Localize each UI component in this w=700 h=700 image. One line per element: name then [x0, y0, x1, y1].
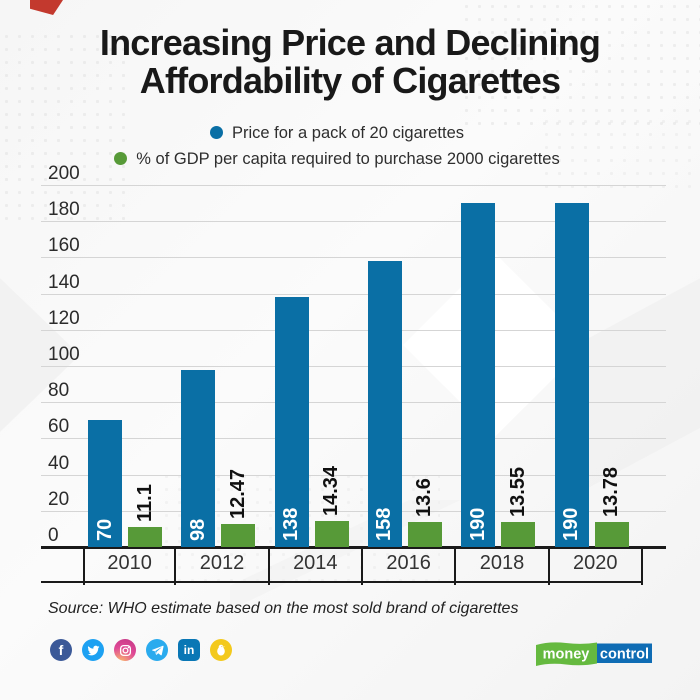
price-bar: [554, 203, 589, 547]
chart-legend: Price for a pack of 20 cigarettes % of G…: [0, 120, 700, 172]
year-cell: 2012: [176, 547, 270, 585]
y-axis-label: 120: [48, 307, 80, 329]
price-bar: [88, 420, 122, 547]
koo-icon[interactable]: [210, 639, 232, 661]
telegram-icon[interactable]: [146, 639, 168, 661]
bar-value-label: 13.55: [506, 467, 529, 518]
bar-value-label: 70: [93, 518, 116, 541]
y-axis-label: 0: [48, 525, 59, 546]
gridline: [41, 185, 666, 186]
social-icons-row: f in: [50, 639, 232, 661]
moneycontrol-logo[interactable]: money control: [536, 640, 652, 667]
gdp-bar: [314, 521, 349, 547]
gdp-bar: [221, 524, 256, 547]
bar-value-label: 13.78: [600, 466, 623, 518]
bar-value-label: 138: [280, 507, 303, 541]
y-axis-label: 200: [48, 163, 80, 184]
koo-bird: [217, 644, 226, 656]
title-line-1: Increasing Price and Declining: [99, 22, 601, 63]
x-axis-line: [41, 545, 666, 549]
x-axis-row-border: [41, 581, 643, 583]
page-title: Increasing Price and Declining Affordabi…: [0, 24, 700, 100]
gridline: [41, 510, 666, 512]
bar-value-label: 11.1: [133, 484, 156, 522]
twitter-icon[interactable]: [82, 639, 104, 661]
gridline: [41, 366, 666, 367]
year-cell: 2016: [363, 547, 457, 585]
y-axis-label: 60: [48, 416, 70, 438]
price-bar: [461, 203, 496, 547]
legend-item-price: Price for a pack of 20 cigarettes: [0, 120, 674, 146]
bar-value-label: 14.34: [320, 465, 343, 517]
bar-value-label: 12.47: [226, 469, 249, 520]
y-axis-label: 40: [48, 452, 70, 474]
bar-value-label: 13.6: [413, 478, 436, 518]
telegram-plane: [151, 645, 164, 655]
gridline: [41, 474, 666, 476]
price-bar: [181, 369, 216, 547]
gridline: [41, 438, 666, 440]
gridline: [41, 402, 666, 404]
year-cell: 2014: [270, 547, 363, 585]
gdp-bar: [501, 522, 536, 547]
gdp-bar: [407, 522, 442, 547]
logo-control-text: control: [600, 647, 649, 663]
instagram-camera: [119, 644, 131, 656]
y-axis-label: 20: [48, 488, 70, 510]
source-note: Source: WHO estimate based on the most s…: [48, 600, 519, 617]
y-axis-label: 180: [48, 199, 80, 221]
logo-money-text: money: [543, 647, 590, 663]
price-bar: [274, 297, 309, 547]
linkedin-icon[interactable]: in: [178, 639, 200, 661]
green-dot-icon: [114, 152, 128, 165]
bar-value-label: 98: [186, 518, 209, 541]
y-axis-label: 100: [48, 344, 80, 365]
legend-item-gdp: % of GDP per capita required to purchase…: [0, 146, 674, 172]
facebook-icon[interactable]: f: [50, 639, 72, 661]
gdp-bar: [128, 526, 162, 547]
twitter-bird: [87, 645, 99, 655]
title-line-2: Affordability of Cigarettes: [139, 60, 561, 101]
gdp-bar: [594, 522, 629, 547]
blue-dot-icon: [209, 126, 223, 139]
instagram-icon[interactable]: [114, 639, 136, 661]
bar-value-label: 190: [466, 507, 489, 541]
year-cell: 2018: [456, 547, 550, 585]
legend-label: % of GDP per capita required to purchase…: [136, 150, 560, 168]
gridline: [41, 257, 666, 259]
year-cell: 2010: [83, 547, 177, 585]
price-bar: [367, 261, 402, 547]
year-cell: 2020: [550, 547, 643, 585]
legend-label: Price for a pack of 20 cigarettes: [231, 124, 465, 142]
gridline: [41, 329, 666, 331]
y-axis-label: 160: [48, 235, 80, 257]
bar-value-label: 158: [373, 507, 396, 541]
y-axis-label: 80: [48, 380, 70, 402]
bar-value-label: 190: [560, 507, 583, 541]
gridline: [41, 293, 666, 295]
facebook-glyph: f: [58, 642, 64, 658]
gridline: [41, 221, 666, 223]
linkedin-glyph: in: [183, 643, 195, 657]
y-axis-label: 140: [48, 271, 80, 293]
